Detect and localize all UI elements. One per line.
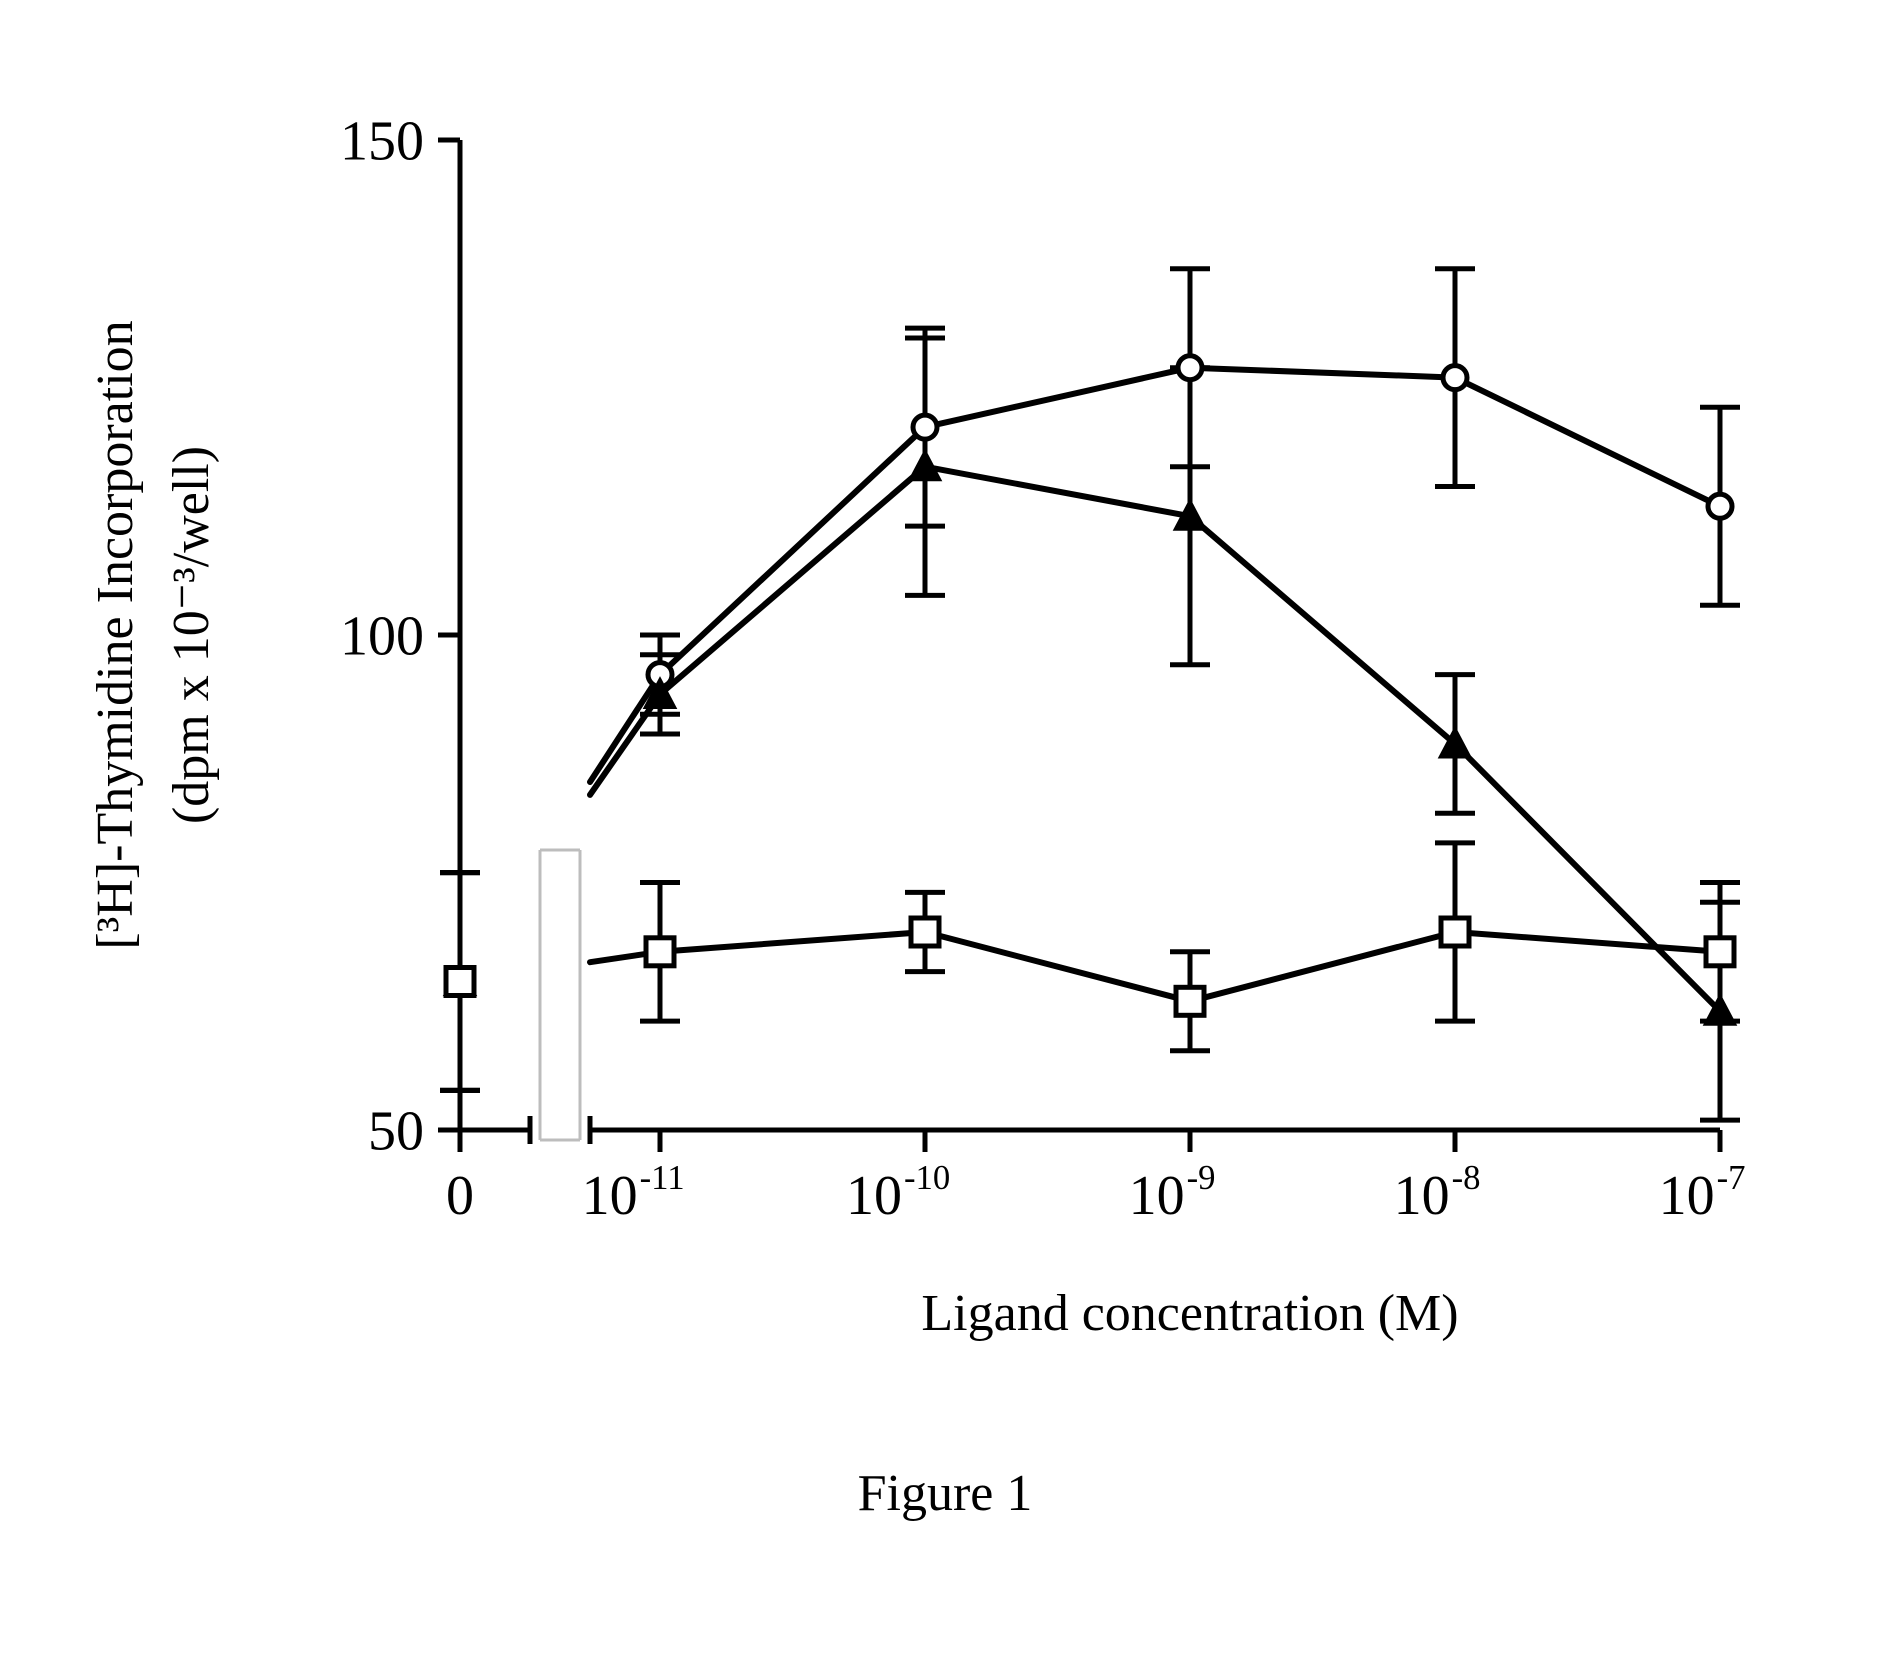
series-circle-marker	[913, 415, 937, 439]
series-circle-marker	[1178, 356, 1202, 380]
figure-container: 50100150010-1110-1010-910-810-7[³H]-Thym…	[0, 0, 1890, 1658]
x-tick-label: 0	[446, 1165, 474, 1227]
series-square-marker	[1441, 918, 1469, 946]
figure-caption: Figure 1	[858, 1465, 1033, 1522]
y-tick-label: 150	[340, 111, 424, 173]
series-square-marker	[1176, 987, 1204, 1015]
series-square-marker	[646, 938, 674, 966]
y-tick-label: 100	[340, 606, 424, 668]
x-axis-label: Ligand concentration (M)	[921, 1285, 1458, 1342]
series-circle-marker	[1443, 366, 1467, 390]
series-square-marker	[1706, 938, 1734, 966]
chart-svg: 50100150010-1110-1010-910-810-7[³H]-Thym…	[0, 0, 1890, 1658]
svg-text:[³H]-Thymidine Incorporation: [³H]-Thymidine Incorporation	[87, 320, 144, 949]
series-square-marker	[911, 918, 939, 946]
y-tick-label: 50	[368, 1101, 424, 1163]
series-square-marker	[446, 968, 474, 996]
series-circle-marker	[1708, 494, 1732, 518]
svg-text:(dpm x 10⁻³/well): (dpm x 10⁻³/well)	[163, 446, 220, 824]
